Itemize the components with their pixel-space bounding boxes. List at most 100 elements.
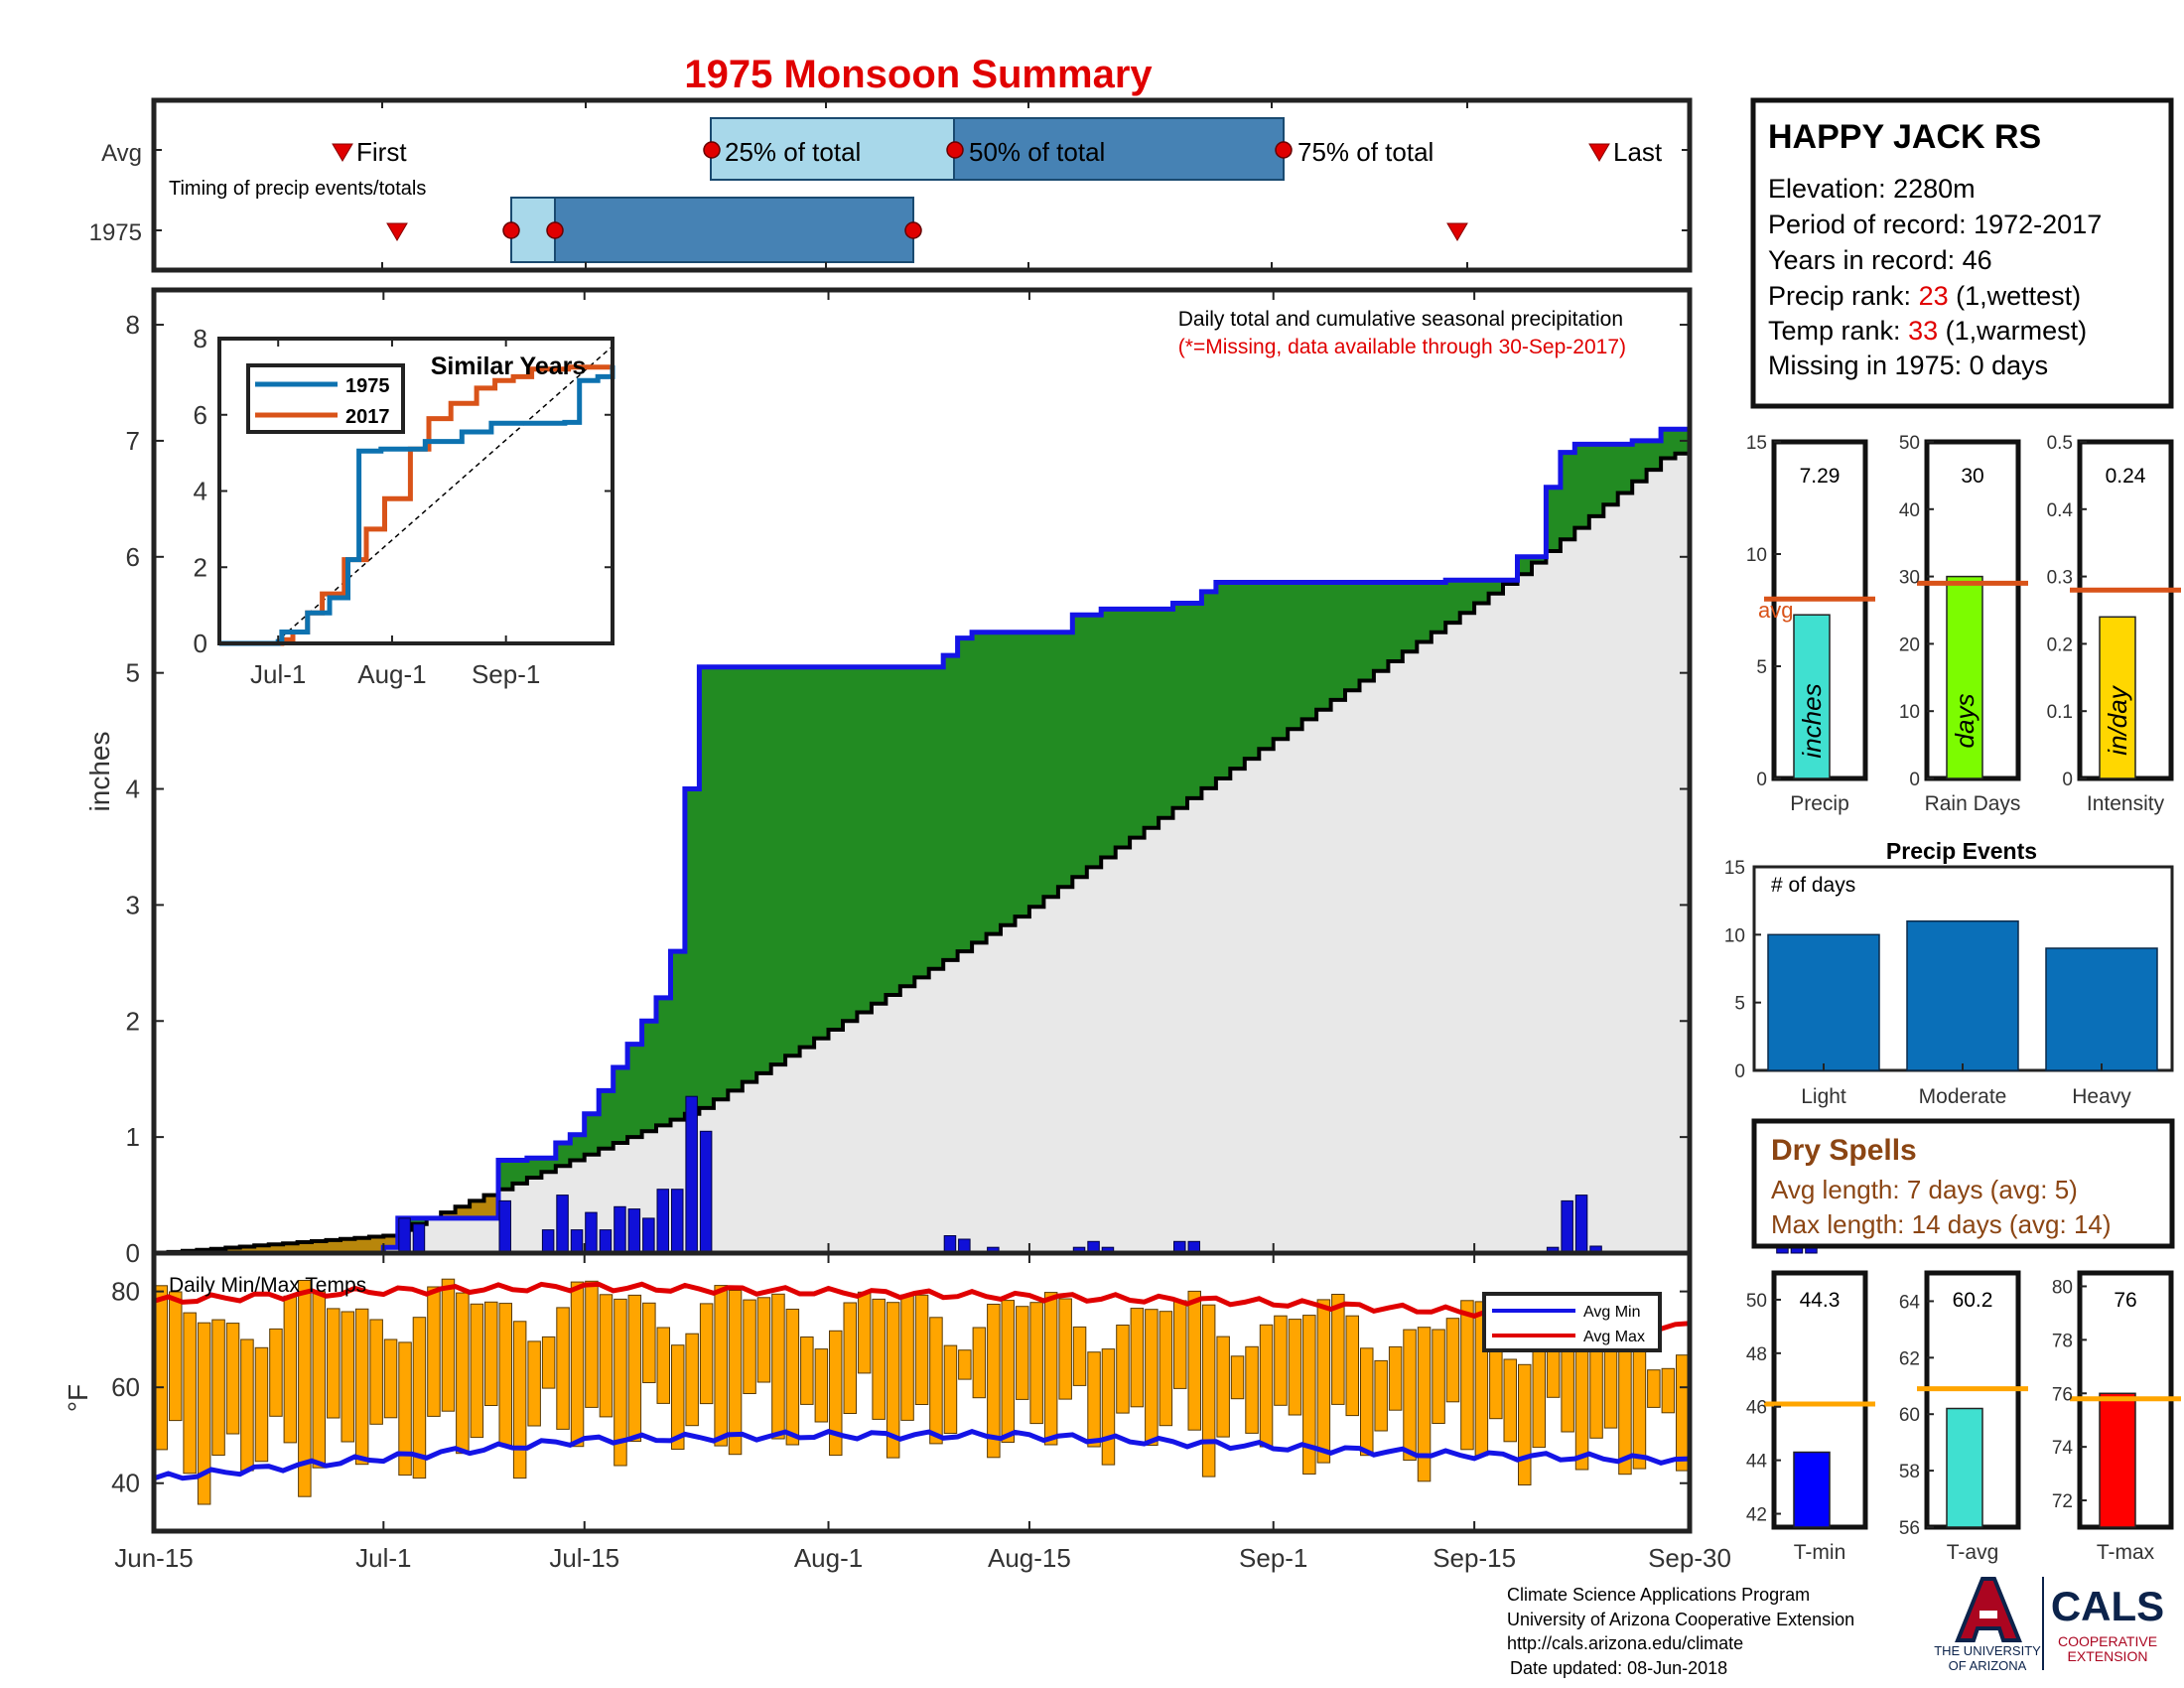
daily-temp-range-bar [298, 1280, 312, 1497]
daily-temp-range-bar [756, 1297, 771, 1383]
daily-temp-range-bar [1001, 1300, 1015, 1443]
daily-temp-range-bar [1043, 1292, 1058, 1446]
daily-temp-range-bar [1632, 1344, 1647, 1470]
daily-precip-bar [570, 1229, 584, 1254]
x-tick-label: Jun-15 [114, 1543, 194, 1573]
temp-summary-y-tick-label: 48 [1746, 1344, 1767, 1365]
temp-summary-value: 76 [2114, 1289, 2136, 1312]
daily-temp-range-bar [1561, 1341, 1574, 1433]
daily-precip-bar [642, 1217, 655, 1254]
avg-last-label: Last [1613, 137, 1663, 167]
summary-y-tick-label: 0.5 [2047, 433, 2073, 454]
temp-y-tick-label: 60 [111, 1372, 140, 1402]
avg-first-label: First [356, 137, 407, 167]
daily-precip-bar [614, 1205, 626, 1254]
year-last-marker [1446, 222, 1468, 241]
daily-temp-range-bar [283, 1295, 298, 1444]
footer-line-2: University of Arizona Cooperative Extens… [1507, 1610, 1854, 1629]
temp-chart-frame [151, 1250, 1693, 1534]
temp-summary-bars: 44.3 T-min 42 44 46 48 50 60.2 T-avg 56 58 60 62 64 76… [1746, 1270, 2181, 1564]
year-q50-marker [546, 221, 564, 239]
summary-bar-intensity [2099, 616, 2136, 779]
daily-temp-range-bar [843, 1302, 857, 1414]
daily-temp-range-bar [585, 1280, 599, 1408]
summary-y-tick-label: 10 [1746, 545, 1767, 566]
daily-temp-range-bar [1016, 1306, 1029, 1400]
year-q25-marker [502, 221, 520, 239]
daily-temp-range-bar [1518, 1363, 1532, 1486]
daily-temp-range-bar [800, 1336, 814, 1405]
events-sublabel: # of days [1771, 874, 1855, 897]
summary-avg-label: avg [1758, 598, 1793, 623]
summary-bar-rain-days [1946, 575, 1983, 779]
inset-legend-1975: 1975 [345, 375, 390, 397]
summary-value-label: 0.24 [2106, 465, 2146, 488]
daily-temp-range-bar [1574, 1339, 1589, 1471]
daily-precip-bar [1561, 1199, 1573, 1254]
temp-y-tick-label: 40 [111, 1469, 140, 1498]
footer-line-3: http://cals.arizona.edu/climate [1507, 1633, 1743, 1653]
main-y-tick-label: 0 [126, 1238, 140, 1268]
x-tick-label: Jul-1 [355, 1543, 411, 1573]
station-elevation: Elevation: 2280m [1768, 174, 1976, 204]
daily-temp-range-bar [599, 1294, 614, 1418]
daily-temp-range-bar [1288, 1319, 1302, 1416]
temp-summary-bar-t-min [1793, 1451, 1831, 1528]
precip-summary-bars: 7.29 inches Precip 0 5 10 15 avg 30 days Rain Days… [1746, 433, 2181, 815]
daily-temp-range-bar [743, 1299, 756, 1394]
main-y-label: inches [84, 732, 115, 812]
x-tick-label: Aug-1 [794, 1543, 863, 1573]
summary-y-tick-label: 0 [2062, 770, 2073, 790]
x-tick-label: Jul-15 [549, 1543, 619, 1573]
main-y-tick-label: 6 [126, 542, 140, 572]
daily-precip-bar [585, 1211, 598, 1254]
avg-q25-label: 25% of total [725, 137, 861, 167]
inset-legend-2017: 2017 [345, 406, 390, 428]
avg-max-line [153, 1281, 1691, 1332]
daily-temp-range-bar [785, 1309, 800, 1446]
temp-summary-value: 44.3 [1800, 1289, 1841, 1312]
ua-name-1: THE UNIVERSITY [1934, 1643, 2041, 1658]
daily-temp-range-bar [383, 1338, 398, 1419]
temp-summary-y-tick-label: 42 [1746, 1505, 1767, 1526]
daily-temp-range-bar [1374, 1359, 1388, 1432]
daily-precip-bar [556, 1195, 569, 1254]
summary-y-tick-label: 0 [1909, 770, 1920, 790]
station-temp-rank: Temp rank: 33 (1,warmest) [1768, 316, 2087, 346]
daily-precip-bar [627, 1208, 641, 1254]
daily-temp-range-bar [728, 1290, 743, 1456]
inset-legend [246, 363, 405, 434]
daily-temp-range-bar [771, 1293, 785, 1440]
daily-precip-bar [599, 1229, 613, 1254]
daily-temp-range-bar [225, 1323, 240, 1435]
daily-precip-bar [685, 1095, 698, 1254]
inset-line-1975 [219, 364, 615, 646]
daily-temp-range-bar [570, 1281, 585, 1448]
daily-temp-range-bar [269, 1328, 283, 1417]
temp-summary-value: 60.2 [1953, 1289, 1993, 1312]
timing-label: Timing of precip events/totals [169, 178, 426, 200]
daily-temp-range-bar [814, 1348, 829, 1423]
summary-y-tick-label: 0.4 [2047, 500, 2074, 521]
temp-summary-y-tick-label: 60 [1899, 1405, 1920, 1426]
summary-unit-label: in/day [2103, 684, 2132, 755]
footer-credits: Climate Science Applications Program Uni… [1507, 1585, 1854, 1678]
dry-spells-panel: Dry Spells Avg length: 7 days (avg: 5) M… [1751, 1118, 2175, 1249]
daily-precip-bar [656, 1189, 669, 1254]
temp-y-label: °F [63, 1384, 93, 1412]
main-y-tick-label: 8 [126, 310, 140, 340]
daily-temp-range-bar [169, 1291, 183, 1422]
daily-temp-range-bar [412, 1317, 427, 1479]
summary-y-tick-label: 15 [1746, 433, 1767, 454]
daily-precip-bar [671, 1189, 684, 1254]
daily-temp-range-bar [1676, 1354, 1690, 1472]
daily-temp-range-bar [369, 1319, 383, 1425]
events-y-tick-label: 15 [1724, 858, 1745, 879]
daily-precip-bar [541, 1229, 555, 1254]
main-y-tick-label: 4 [126, 774, 140, 804]
daily-temp-range-bar [1388, 1345, 1403, 1411]
daily-temp-range-bar [642, 1302, 656, 1384]
x-tick-label: Sep-30 [1648, 1543, 1731, 1573]
daily-temp-range-bar [1417, 1327, 1432, 1482]
